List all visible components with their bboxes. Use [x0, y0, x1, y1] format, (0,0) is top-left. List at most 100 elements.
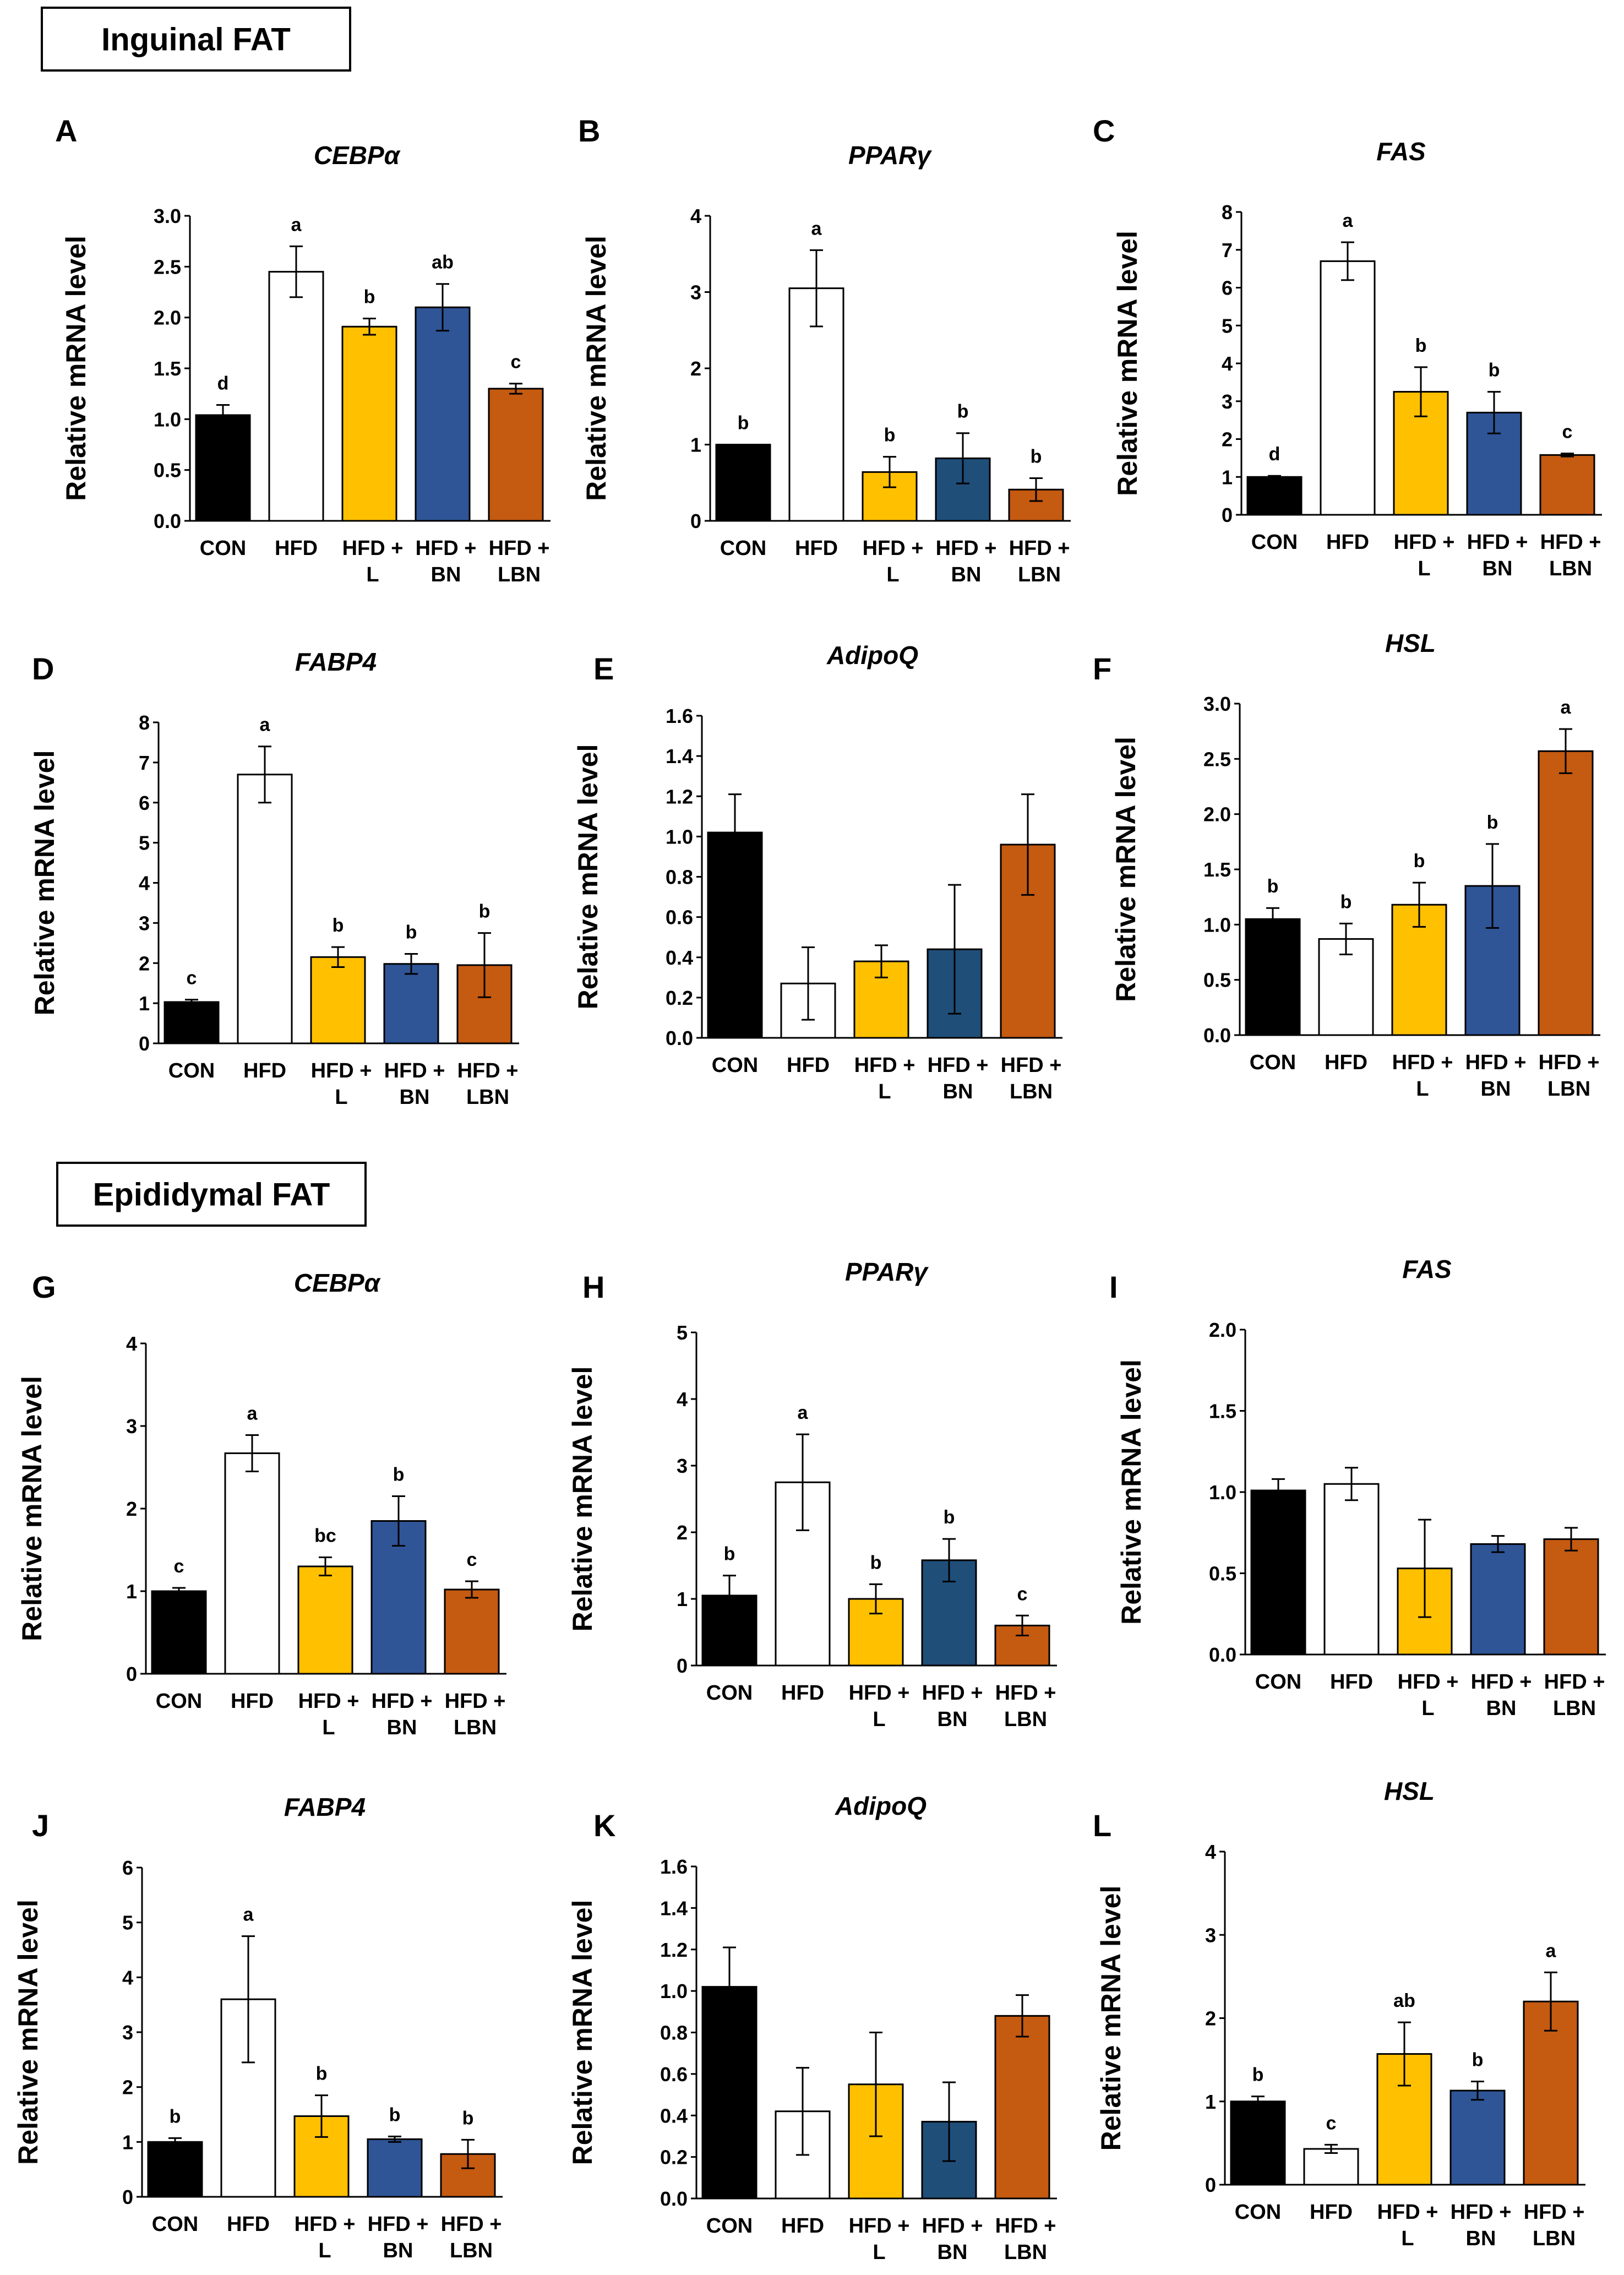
y-tick-label: 4 [690, 205, 701, 227]
y-tick-label: 0 [126, 1663, 137, 1685]
x-tick-label: CON [1235, 2201, 1281, 2224]
x-tick-label: HFD + L [1394, 531, 1455, 580]
significance-letter: b [462, 2108, 474, 2129]
significance-letter: a [1546, 1940, 1557, 1961]
y-tick-label: 5 [139, 832, 150, 855]
panel-letter: H [582, 1270, 604, 1304]
bar-hfd [237, 774, 293, 1044]
y-tick-label: 4 [139, 872, 150, 895]
y-tick-label: 0 [677, 1654, 688, 1677]
x-tick-label: HFD + L [295, 2213, 356, 2262]
significance-letter: b [1487, 812, 1498, 833]
section-header-1: Inguinal FAT [41, 7, 351, 72]
panel-letter: G [32, 1270, 56, 1304]
y-axis-label: Relative mRNA level [1096, 1886, 1126, 2151]
bar-con [1245, 918, 1301, 1036]
significance-letter: b [364, 287, 375, 308]
significance-letter: b [870, 1552, 882, 1573]
x-tick-label: HFD + BN [368, 2213, 429, 2262]
y-tick-label: 0.8 [666, 866, 693, 889]
panel-letter: J [32, 1808, 49, 1843]
panel-a: A CEBPα Relative mRNA level 0.0 0.5 1.0 1.5 2.0… [55, 113, 551, 586]
panel-letter: K [593, 1808, 615, 1843]
significance-letter: b [1489, 360, 1500, 381]
panel-letter: E [593, 651, 614, 686]
bar-hfd-bn [1464, 885, 1521, 1036]
y-tick-label: 4 [677, 1388, 688, 1411]
y-tick-label: 1 [1205, 2091, 1216, 2113]
y-axis-label: Relative mRNA level [1116, 1359, 1147, 1625]
y-tick-label: 0 [139, 1032, 150, 1055]
panel-letter: A [55, 113, 77, 148]
y-tick-label: 5 [1222, 314, 1233, 337]
x-tick-label: CON [1251, 531, 1298, 554]
significance-letter: a [243, 1904, 254, 1925]
bar-con [1246, 476, 1303, 516]
significance-letter: a [247, 1403, 258, 1424]
x-tick-label: HFD [243, 1059, 286, 1082]
y-axis-label: Relative mRNA level [567, 1900, 598, 2165]
significance-letter: d [1269, 444, 1280, 465]
y-tick-label: 4 [126, 1332, 137, 1355]
significance-letter: a [1343, 210, 1354, 231]
x-tick-label: HFD + L [849, 1681, 910, 1731]
x-tick-label: HFD + L [1377, 2201, 1438, 2250]
significance-letter: c [1562, 422, 1573, 443]
chart-title: AdipoQ [835, 1792, 927, 1820]
x-tick-label: HFD + BN [384, 1059, 445, 1109]
panel-k: K AdipoQ Relative mRNA level 0.0 0.2 0.4 0.6 0.… [567, 1792, 1057, 2264]
x-tick-label: CON [156, 1690, 202, 1713]
significance-letter: b [1340, 891, 1352, 912]
bar-hfd-lbn [444, 1588, 500, 1675]
x-tick-label: CON [200, 537, 246, 560]
bar-hfd [1320, 260, 1376, 516]
y-tick-label: 1.6 [660, 1855, 688, 1878]
y-tick-label: 0.5 [1209, 1563, 1236, 1585]
y-tick-label: 5 [677, 1321, 688, 1344]
y-tick-label: 1.0 [154, 408, 181, 431]
x-tick-label: HFD [787, 1054, 830, 1077]
y-tick-label: 1 [126, 1580, 137, 1603]
chart-title: PPARγ [848, 141, 932, 170]
y-tick-label: 0.0 [666, 1027, 693, 1049]
bar-hfd [224, 1452, 280, 1675]
x-tick-label: HFD + LBN [1524, 2201, 1585, 2250]
significance-letter: c [187, 968, 197, 989]
y-tick-label: 0.0 [660, 2187, 688, 2210]
y-tick-label: 8 [139, 711, 150, 734]
y-tick-label: 2 [677, 1521, 688, 1544]
y-tick-label: 1.2 [660, 1939, 688, 1961]
significance-letter: b [1252, 2065, 1264, 2086]
y-tick-label: 7 [1222, 239, 1233, 262]
significance-letter: a [291, 214, 302, 235]
x-tick-label: HFD [227, 2213, 270, 2236]
y-axis-label: Relative mRNA level [29, 750, 60, 1016]
panel-letter: C [1093, 113, 1115, 148]
significance-letter: c [511, 352, 521, 373]
chart-title: FABP4 [284, 1793, 366, 1821]
bar-con [1230, 2100, 1286, 2186]
y-tick-label: 1.4 [666, 745, 693, 768]
panel-i: I FAS Relative mRNA level 0.0 0.5 1.0 1.5 2.0 CO… [1109, 1255, 1606, 1720]
x-tick-label: HFD + BN [1467, 531, 1528, 580]
x-tick-label: HFD + L [311, 1059, 372, 1109]
y-tick-label: 7 [139, 752, 150, 774]
x-tick-label: HFD [275, 537, 318, 560]
y-tick-label: 1.0 [666, 825, 693, 848]
chart-title: HSL [1384, 1777, 1435, 1805]
bar-hfd-l [297, 1565, 353, 1675]
bar-con [151, 1590, 207, 1675]
y-tick-label: 0.8 [660, 2022, 688, 2044]
x-tick-label: HFD [781, 2214, 824, 2238]
bar-con [195, 414, 251, 522]
x-tick-label: HFD [231, 1690, 274, 1713]
panel-letter: F [1093, 651, 1111, 686]
y-axis-label: Relative mRNA level [581, 236, 612, 501]
bar-hfd-bn [1470, 1543, 1526, 1656]
y-tick-label: 2.0 [1209, 1319, 1236, 1341]
x-tick-label: HFD + L [849, 2214, 910, 2264]
panel-e: E AdipoQ Relative mRNA level 0.0 0.2 0.4 0.6 0.… [573, 641, 1062, 1103]
panel-f: F HSL Relative mRNA level 0.0 0.5 1.0 1.5 2.0 2.… [1093, 629, 1600, 1101]
x-tick-label: HFD [781, 1681, 824, 1705]
